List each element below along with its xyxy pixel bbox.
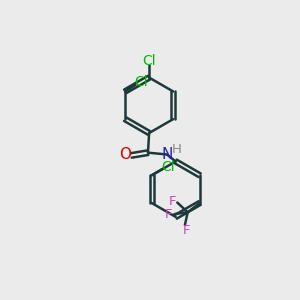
Text: Cl: Cl: [142, 54, 156, 68]
Text: N: N: [161, 147, 172, 162]
Text: Cl: Cl: [161, 160, 175, 173]
Text: Cl: Cl: [134, 75, 147, 89]
Text: F: F: [165, 208, 172, 220]
Text: H: H: [172, 143, 182, 156]
Text: O: O: [119, 148, 131, 163]
Text: F: F: [182, 224, 190, 237]
Text: F: F: [169, 195, 176, 208]
